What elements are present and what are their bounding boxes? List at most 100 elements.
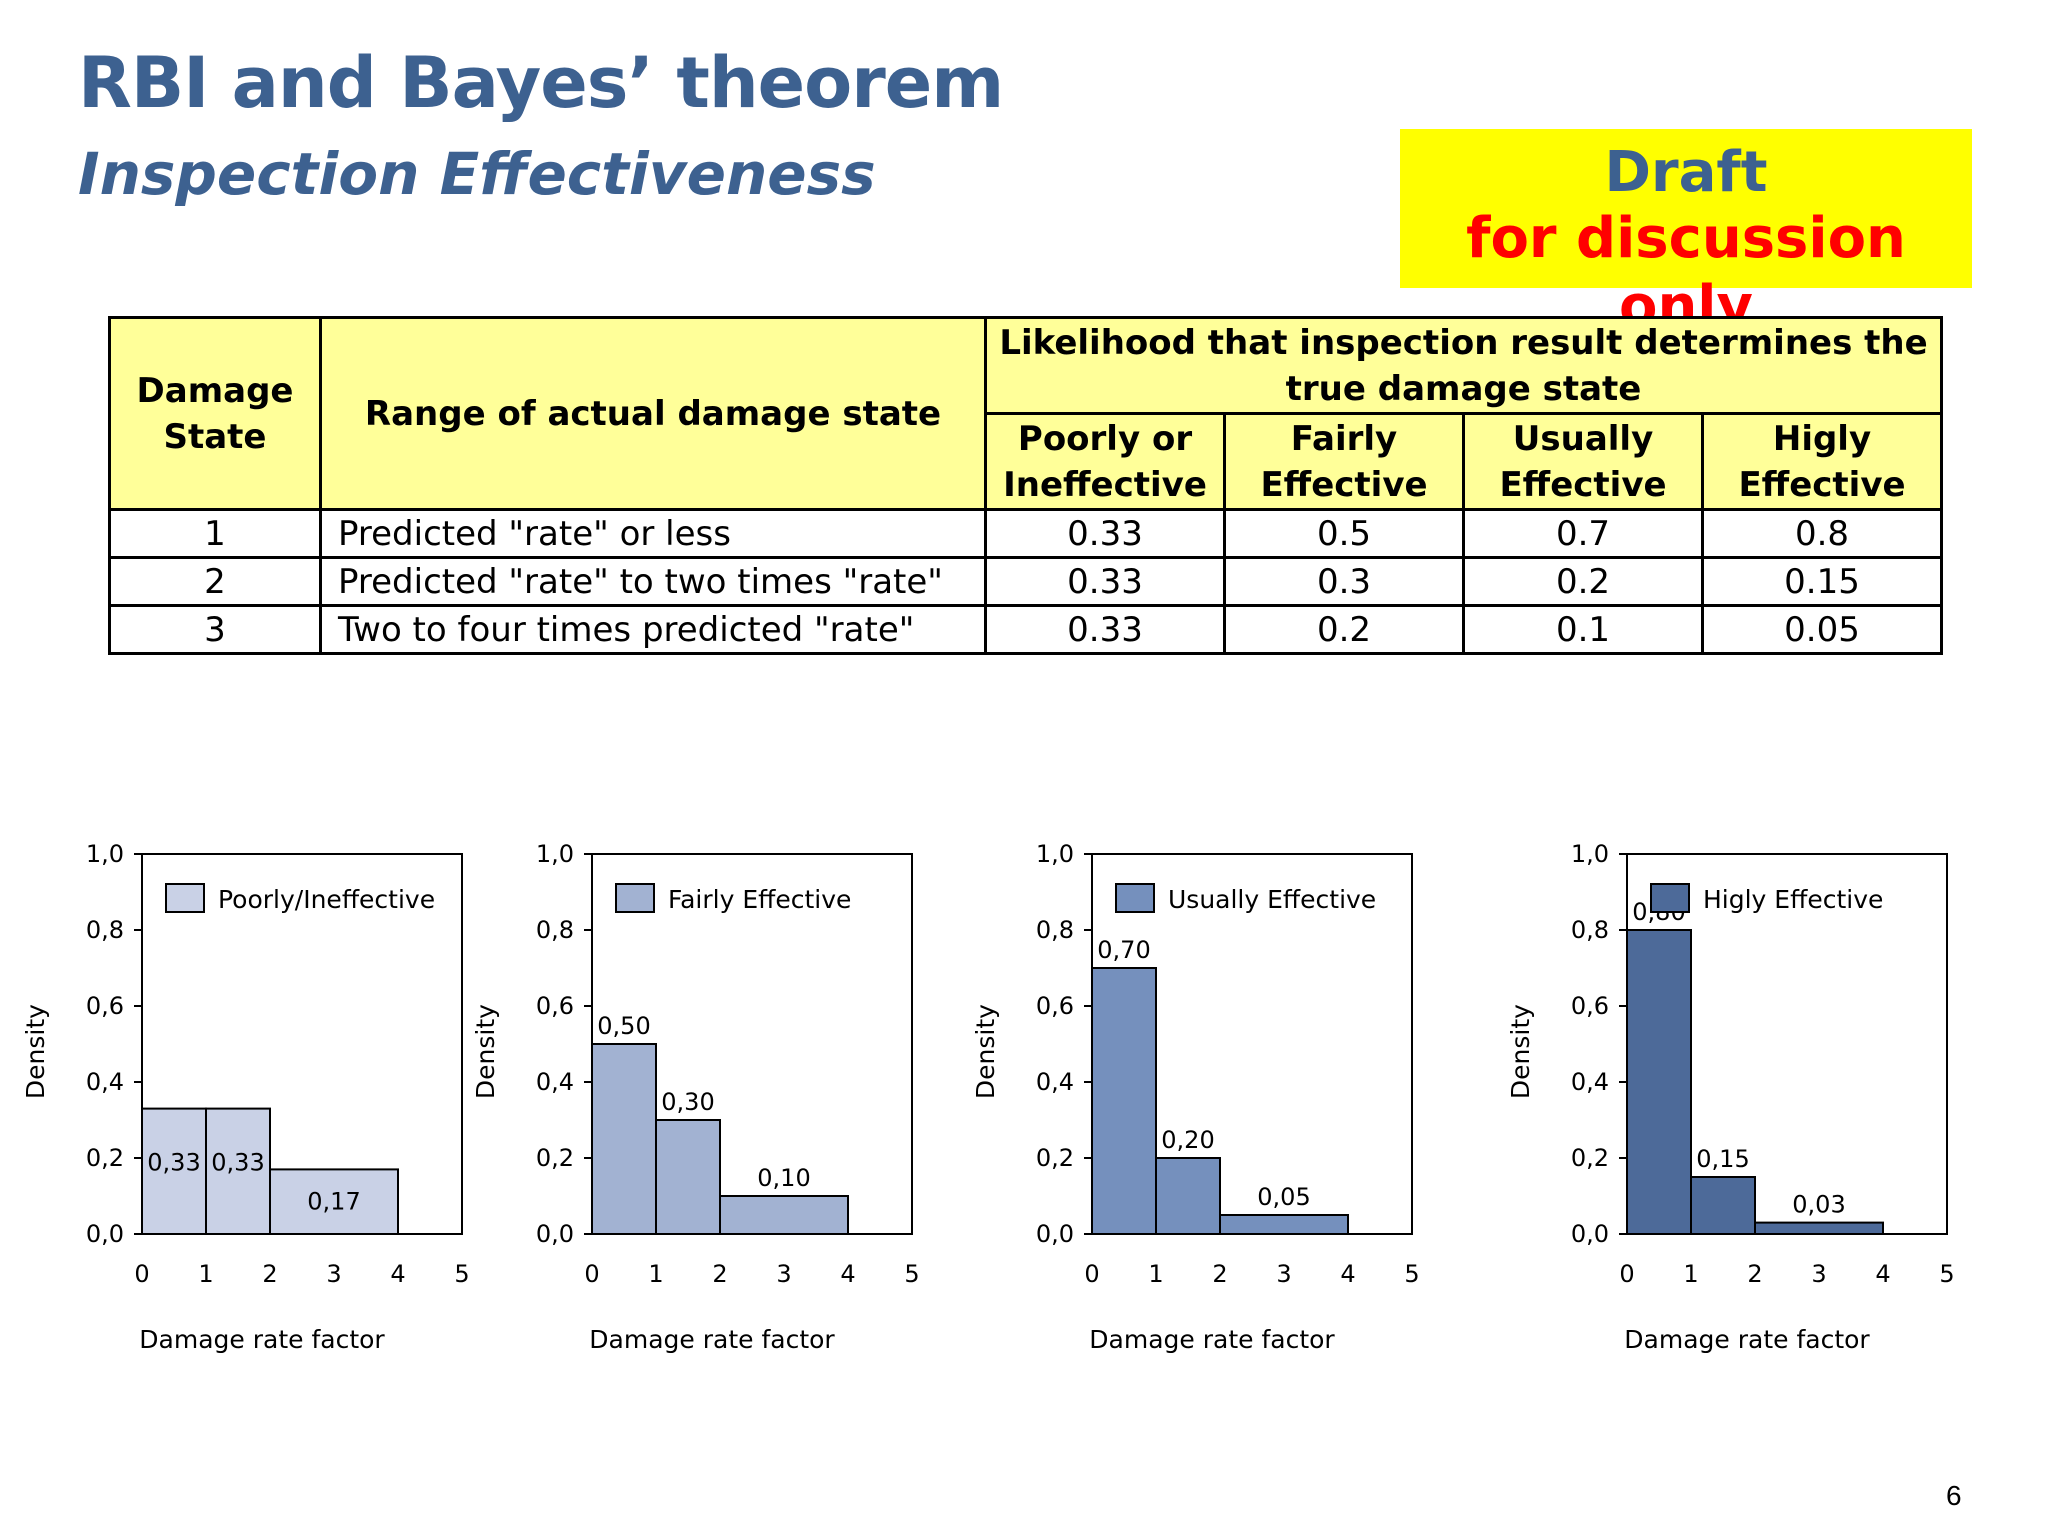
x-tick-label: 2 [1212,1260,1227,1288]
x-tick-label: 0 [1619,1260,1634,1288]
y-tick-label: 0,0 [1571,1220,1609,1248]
slide-subtitle: Inspection Effectiveness [78,140,876,208]
x-tick-label: 3 [1811,1260,1826,1288]
histogram-bar [1626,929,1692,1235]
legend-swatch [615,883,655,913]
y-tick-label: 1,0 [1571,840,1609,868]
header-poorly: Poorly or Ineffective [984,412,1226,511]
x-tick-label: 0 [134,1260,149,1288]
header-damage-state: Damage State [108,316,322,511]
data-label: 0,10 [757,1164,810,1192]
value-cell: 0.33 [984,508,1226,559]
x-tick-label: 3 [776,1260,791,1288]
draft-label: Draft [1604,140,1768,205]
header-usually: Usually Effective [1462,412,1704,511]
x-tick-label: 2 [262,1260,277,1288]
y-tick-label: 0,6 [536,992,574,1020]
x-tick-label: 2 [712,1260,727,1288]
x-tick-label: 4 [1875,1260,1890,1288]
histogram-bar [719,1195,849,1235]
legend-label: Usually Effective [1168,885,1376,914]
y-axis-label: Density [471,1004,500,1099]
y-axis-label: Density [1506,1004,1535,1099]
data-label: 0,05 [1257,1183,1310,1211]
draft-banner: Draft for discussion only [1400,129,1972,339]
x-tick-label: 5 [1939,1260,1954,1288]
chart-svg: 0,70 0,20 0,05 0,0 0,2 0,4 0,6 0,8 1,0 0 1 2 3 4 5 Dama… [971,840,1420,1354]
x-tick-label: 1 [648,1260,663,1288]
header-fairly: Fairly Effective [1223,412,1465,511]
y-tick-label: 0,6 [1036,992,1074,1020]
y-tick-label: 0,6 [1571,992,1609,1020]
header-highly: Higly Effective [1701,412,1943,511]
header-range: Range of actual damage state [319,316,987,511]
value-cell: 0.3 [1223,556,1465,607]
y-tick-label: 0,8 [86,916,124,944]
chart-higly-effective: 0,800,150,030,00,20,40,60,81,0012345Dama… [1485,830,1955,1394]
y-axis-label: Density [21,1004,50,1099]
y-tick-label: 1,0 [86,840,124,868]
slide-title: RBI and Bayes’ theorem [78,42,1004,124]
y-tick-label: 0,2 [1571,1144,1609,1172]
x-axis-label: Damage rate factor [1624,1325,1870,1354]
histogram-bar [1091,967,1157,1235]
value-cell: 0.7 [1462,508,1704,559]
legend-label: Fairly Effective [668,885,851,914]
x-tick-label: 4 [840,1260,855,1288]
x-tick-label: 0 [1084,1260,1099,1288]
value-cell: 0.8 [1701,508,1943,559]
x-tick-label: 3 [1276,1260,1291,1288]
value-cell: 0.05 [1701,604,1943,655]
value-cell: 0.2 [1223,604,1465,655]
data-label: 0,30 [661,1088,714,1116]
legend-swatch [1650,883,1690,913]
y-tick-label: 0,4 [1036,1068,1074,1096]
data-label: 0,03 [1792,1191,1845,1219]
state-cell: 3 [108,604,322,655]
histogram-bar [269,1168,399,1235]
histogram-bar [1754,1221,1884,1236]
y-tick-label: 0,0 [86,1220,124,1248]
histogram-bar [655,1119,721,1235]
x-tick-label: 1 [198,1260,213,1288]
table-row: 2 Predicted "rate" to two times "rate" 0… [108,556,1943,607]
x-tick-label: 5 [904,1260,919,1288]
range-cell: Predicted "rate" or less [319,508,987,559]
x-tick-label: 4 [1340,1260,1355,1288]
chart-svg: 0,800,150,030,00,20,40,60,81,0012345Dama… [1506,840,1955,1354]
data-label: 0,20 [1161,1126,1214,1154]
y-axis-label: Density [971,1004,1000,1099]
data-label: 0,50 [597,1012,650,1040]
table-row: 1 Predicted "rate" or less 0.33 0.5 0.7 … [108,508,1943,559]
legend-swatch [1115,883,1155,913]
y-tick-label: 0,2 [86,1144,124,1172]
header-likelihood: Likelihood that inspection result determ… [984,316,1943,415]
data-label: 0,33 [147,1149,200,1177]
y-tick-label: 0,6 [86,992,124,1020]
y-tick-label: 0,8 [1036,916,1074,944]
state-cell: 1 [108,508,322,559]
chart-svg: 0,33 0,33 0,17 0,0 0,2 0,4 0,6 0,8 1,0 0 1 2 3 4 5 Dama… [21,840,470,1354]
page-number: 6 [1946,1480,1962,1511]
x-tick-label: 5 [1404,1260,1419,1288]
histogram-bar [1155,1157,1221,1235]
value-cell: 0.15 [1701,556,1943,607]
legend-swatch [165,883,205,913]
x-tick-label: 0 [584,1260,599,1288]
chart-svg: 0,50 0,30 0,10 0,0 0,2 0,4 0,6 0,8 1,0 0 1 2 3 4 5 Dama… [471,840,920,1354]
value-cell: 0.5 [1223,508,1465,559]
y-tick-label: 0,4 [86,1068,124,1096]
x-tick-label: 3 [326,1260,341,1288]
x-axis-label: Damage rate factor [139,1325,385,1354]
y-tick-label: 1,0 [1036,840,1074,868]
histogram-bar [1219,1214,1349,1235]
x-axis-label: Damage rate factor [1089,1325,1335,1354]
histogram-bar [1690,1176,1756,1235]
y-tick-label: 0,8 [536,916,574,944]
value-cell: 0.33 [984,604,1226,655]
y-tick-label: 0,4 [536,1068,574,1096]
value-cell: 0.1 [1462,604,1704,655]
table-row: 3 Two to four times predicted "rate" 0.3… [108,604,1943,655]
y-tick-label: 0,2 [1036,1144,1074,1172]
legend-label: Poorly/Ineffective [218,885,435,914]
